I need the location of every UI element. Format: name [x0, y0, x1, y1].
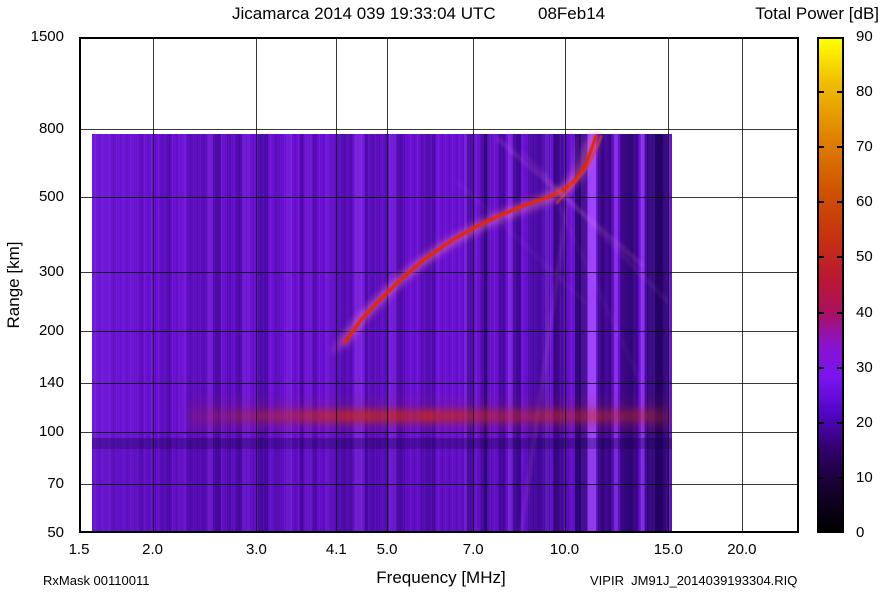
x-gridline — [564, 37, 566, 533]
y-gridline — [79, 271, 799, 273]
y-tick-label: 300 — [38, 262, 64, 280]
rxmask-text: RxMask 00110011 — [43, 573, 150, 588]
y-gridline — [79, 431, 799, 433]
bottom-zone — [92, 448, 672, 533]
x-tick-label: 15.0 — [653, 541, 683, 558]
y-gridline — [79, 128, 799, 130]
y-tick-label: 70 — [47, 474, 64, 492]
colorbar-tick-label: 10 — [856, 468, 873, 486]
colorbar-tick-label: 90 — [856, 28, 873, 45]
x-gridline — [256, 37, 258, 533]
colorbar-tick — [837, 201, 844, 204]
y-tick-label: 50 — [47, 524, 64, 541]
colorbar-tick — [837, 91, 844, 94]
y-gridline — [79, 197, 799, 199]
colorbar-tick — [817, 91, 824, 94]
y-tick-label: 1500 — [30, 28, 64, 45]
colorbar-tick-label: 70 — [856, 138, 873, 156]
colorbar-tick — [837, 421, 844, 424]
colorbar-tick — [837, 476, 844, 479]
x-gridline — [336, 37, 338, 533]
colorbar-tick-label: 50 — [856, 248, 873, 266]
rfi-stripe — [640, 134, 644, 533]
y-gridline — [79, 330, 799, 332]
x-gridline — [387, 37, 389, 533]
plot-title: Jicamarca 2014 039 19:33:04 UTC — [232, 4, 496, 23]
colorbar-tick — [817, 421, 824, 424]
heatmap-data-region — [92, 134, 672, 533]
below-eregion-dark-zone — [92, 437, 672, 449]
x-gridline — [473, 37, 475, 533]
x-tick-label: 5.0 — [376, 541, 398, 558]
y-tick-label: 500 — [38, 188, 64, 206]
colorbar-tick — [837, 256, 844, 259]
y-tick-label: 800 — [38, 119, 64, 137]
x-gridline — [668, 37, 670, 533]
colorbar-tick — [817, 311, 824, 314]
calm-left-zone — [92, 134, 140, 533]
file-text: VIPIR JM91J_2014039193304.RIQ — [590, 573, 798, 588]
x-tick-label: 7.0 — [462, 541, 484, 558]
colorbar-tick-label: 80 — [856, 83, 873, 101]
e-region-band — [188, 391, 672, 438]
y-gridline — [79, 382, 799, 384]
colorbar-tick — [817, 201, 824, 204]
x-gridline — [152, 37, 154, 533]
y-tick-label: 140 — [38, 373, 64, 391]
colorbar-tick — [817, 366, 824, 369]
colorbar — [817, 37, 844, 533]
y-tick-label: 100 — [38, 422, 64, 440]
colorbar-tick-label: 60 — [856, 193, 873, 211]
x-tick-label: 3.0 — [245, 541, 267, 558]
x-tick-label: 20.0 — [727, 541, 757, 558]
y-tick-label: 200 — [38, 321, 64, 339]
colorbar-tick — [837, 311, 844, 314]
colorbar-tick-label: 0 — [856, 524, 865, 541]
colorbar-tick-label: 30 — [856, 358, 873, 376]
colorbar-tick — [837, 146, 844, 149]
colorbar-tick-label: 40 — [856, 303, 873, 321]
y-gridline — [79, 483, 799, 485]
colorbar-title: Total Power [dB] — [755, 4, 879, 23]
colorbar-tick — [817, 476, 824, 479]
colorbar-tick — [837, 366, 844, 369]
plot-date: 08Feb14 — [538, 4, 606, 23]
x-gridline — [741, 37, 743, 533]
colorbar-tick-label: 20 — [856, 413, 873, 431]
y-axis-title: Range [km] — [4, 241, 23, 329]
x-tick-label: 10.0 — [549, 541, 580, 558]
x-axis-title: Frequency [MHz] — [376, 568, 506, 587]
x-tick-label: 1.5 — [68, 541, 90, 558]
x-tick-label: 2.0 — [142, 541, 164, 558]
colorbar-tick — [817, 146, 824, 149]
x-tick-label: 4.1 — [325, 541, 347, 558]
colorbar-tick — [817, 256, 824, 259]
